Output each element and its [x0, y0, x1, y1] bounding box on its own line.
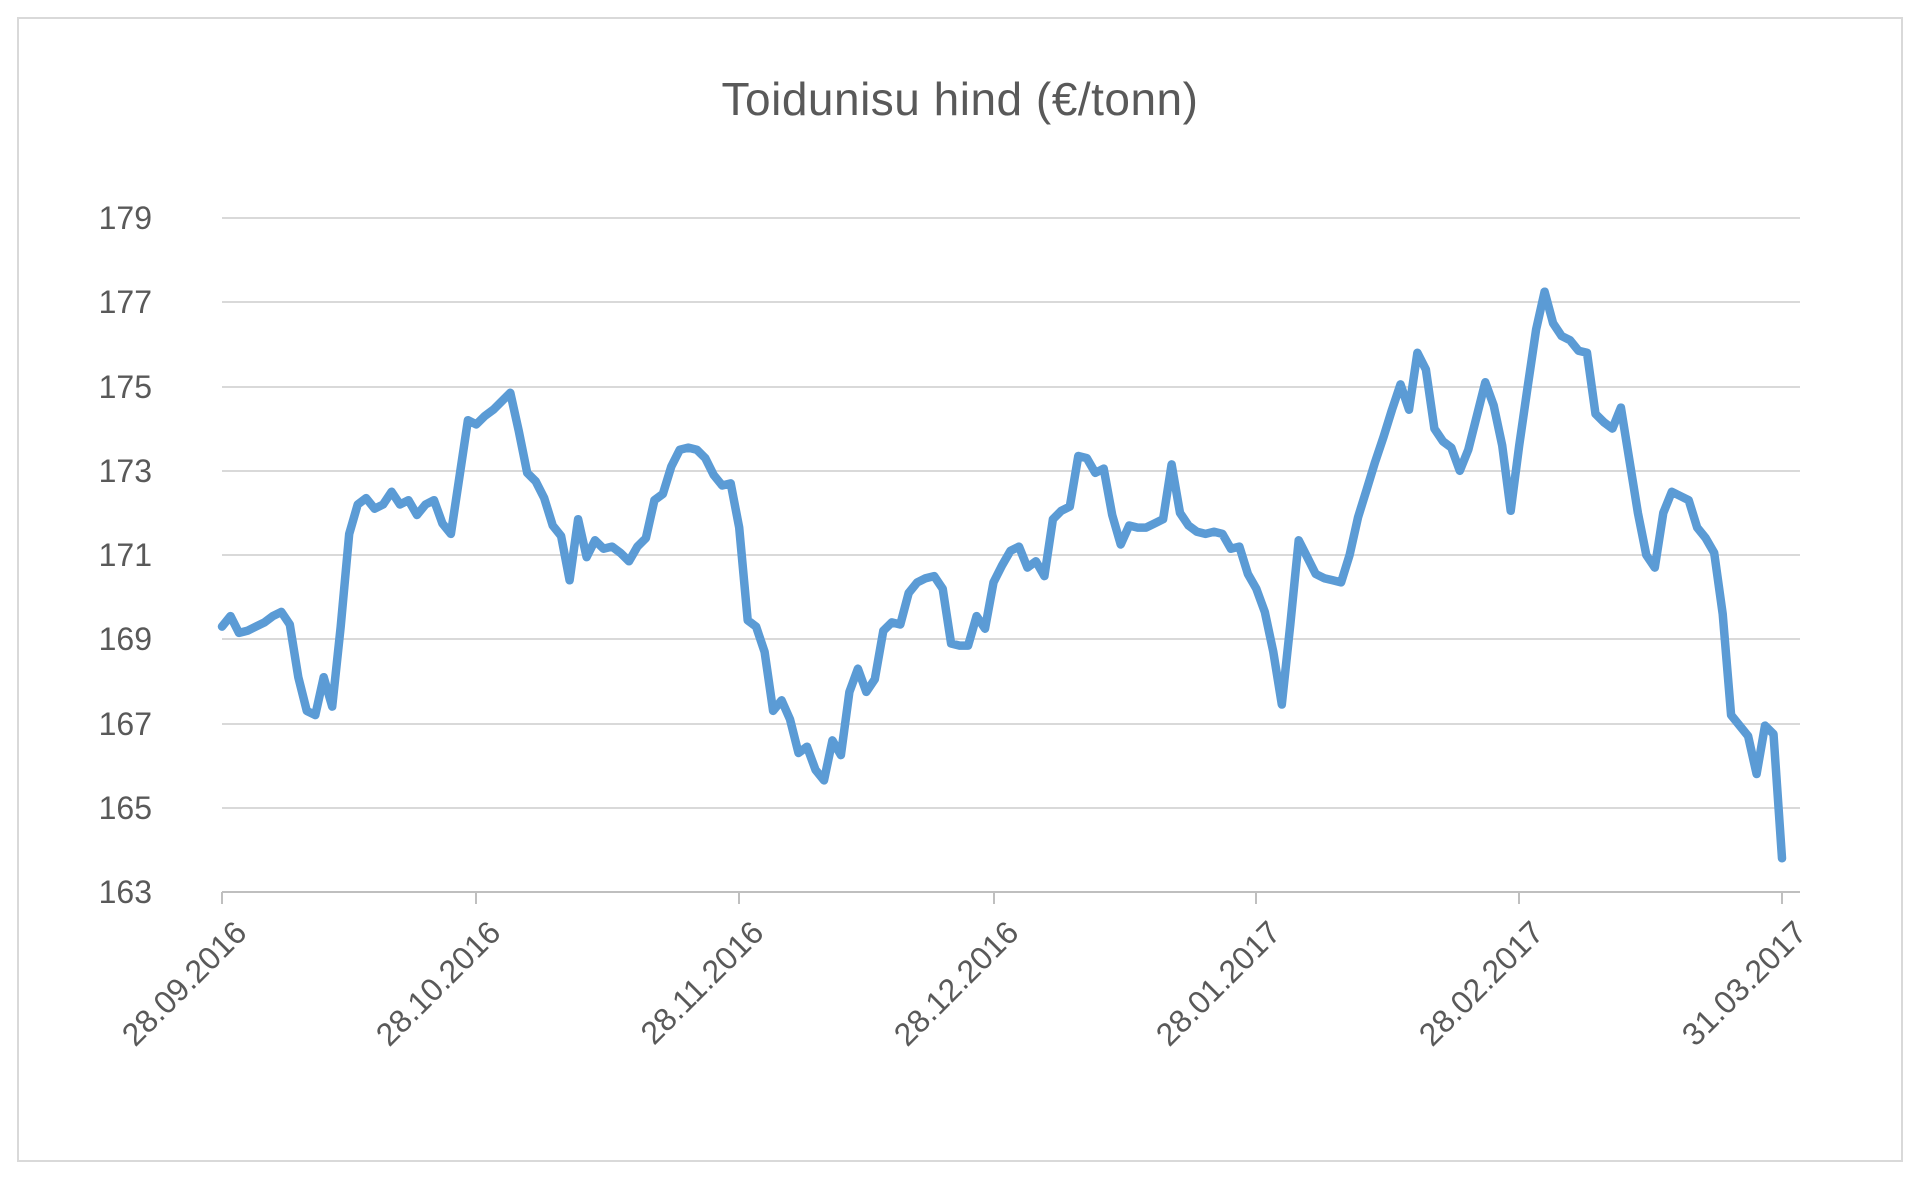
gridline-165: [222, 806, 1800, 809]
y-tick-label-169: 169: [98, 621, 152, 658]
gridline-167: [222, 722, 1800, 725]
y-tick-label-177: 177: [98, 284, 152, 321]
y-tick-label-179: 179: [98, 200, 152, 236]
x-tick-mark-28.09.2016: [221, 892, 223, 904]
y-tick-label-163: 163: [98, 874, 152, 910]
x-axis-line: [222, 891, 1800, 893]
gridline-175: [222, 385, 1800, 388]
price-line-series: [217, 287, 1787, 863]
y-tick-label-175: 175: [98, 368, 152, 405]
chart-border-frame: [17, 17, 1903, 1162]
x-tick-mark-31.03.2017: [1781, 892, 1783, 904]
y-tick-label-171: 171: [98, 537, 152, 573]
gridline-177: [222, 301, 1800, 304]
x-tick-mark-28.01.2017: [1255, 892, 1258, 904]
chart-title: Toidunisu hind (€/tonn): [721, 73, 1199, 125]
gridline-169: [222, 638, 1800, 641]
y-tick-label-173: 173: [98, 452, 152, 489]
gridline-173: [222, 469, 1800, 472]
y-tick-label-165: 165: [98, 789, 152, 826]
gridline-179: [222, 217, 1800, 219]
x-tick-mark-28.02.2017: [1518, 892, 1521, 904]
x-tick-mark-28.12.2016: [992, 892, 995, 904]
x-tick-mark-28.10.2016: [475, 892, 478, 904]
y-tick-label-167: 167: [98, 705, 152, 742]
x-tick-mark-28.11.2016: [738, 892, 741, 904]
